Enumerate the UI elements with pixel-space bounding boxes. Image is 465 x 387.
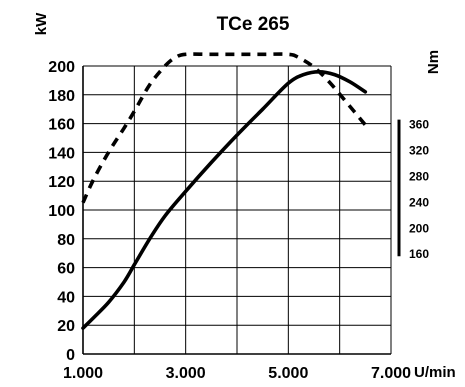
x-tick-label: 3.000 bbox=[166, 365, 206, 382]
power-curve-solid bbox=[81, 70, 368, 330]
y-tick-label: 120 bbox=[48, 174, 75, 191]
y-tick-label: 80 bbox=[57, 232, 75, 249]
y2-tick-label: 360 bbox=[409, 118, 429, 132]
y-tick-label: 0 bbox=[66, 347, 75, 364]
right-axis-unit: Nm bbox=[425, 50, 442, 74]
y2-tick-label: 240 bbox=[409, 195, 429, 209]
y-tick-label: 200 bbox=[48, 59, 75, 76]
y-tick-label: 60 bbox=[57, 261, 75, 278]
y-tick-label: 100 bbox=[48, 203, 75, 220]
y-tick-label: 40 bbox=[57, 289, 75, 306]
x-tick-label: 7.000 bbox=[371, 365, 411, 382]
chart-title: TCe 265 bbox=[217, 14, 290, 35]
x-tick-label: 5.000 bbox=[268, 365, 308, 382]
y-tick-label: 180 bbox=[48, 88, 75, 105]
y2-tick-label: 320 bbox=[409, 144, 429, 158]
y2-tick-label: 280 bbox=[409, 169, 429, 183]
torque-curve-dashed bbox=[81, 52, 367, 204]
y-tick-label: 160 bbox=[48, 117, 75, 134]
y-tick-label: 20 bbox=[57, 318, 75, 335]
x-axis-unit: U/min bbox=[414, 364, 456, 381]
y2-tick-label: 160 bbox=[409, 247, 429, 261]
left-axis-unit: kW bbox=[33, 12, 50, 35]
y2-tick-label: 200 bbox=[409, 221, 429, 235]
y-tick-label: 140 bbox=[48, 145, 75, 162]
x-tick-label: 1.000 bbox=[63, 365, 103, 382]
